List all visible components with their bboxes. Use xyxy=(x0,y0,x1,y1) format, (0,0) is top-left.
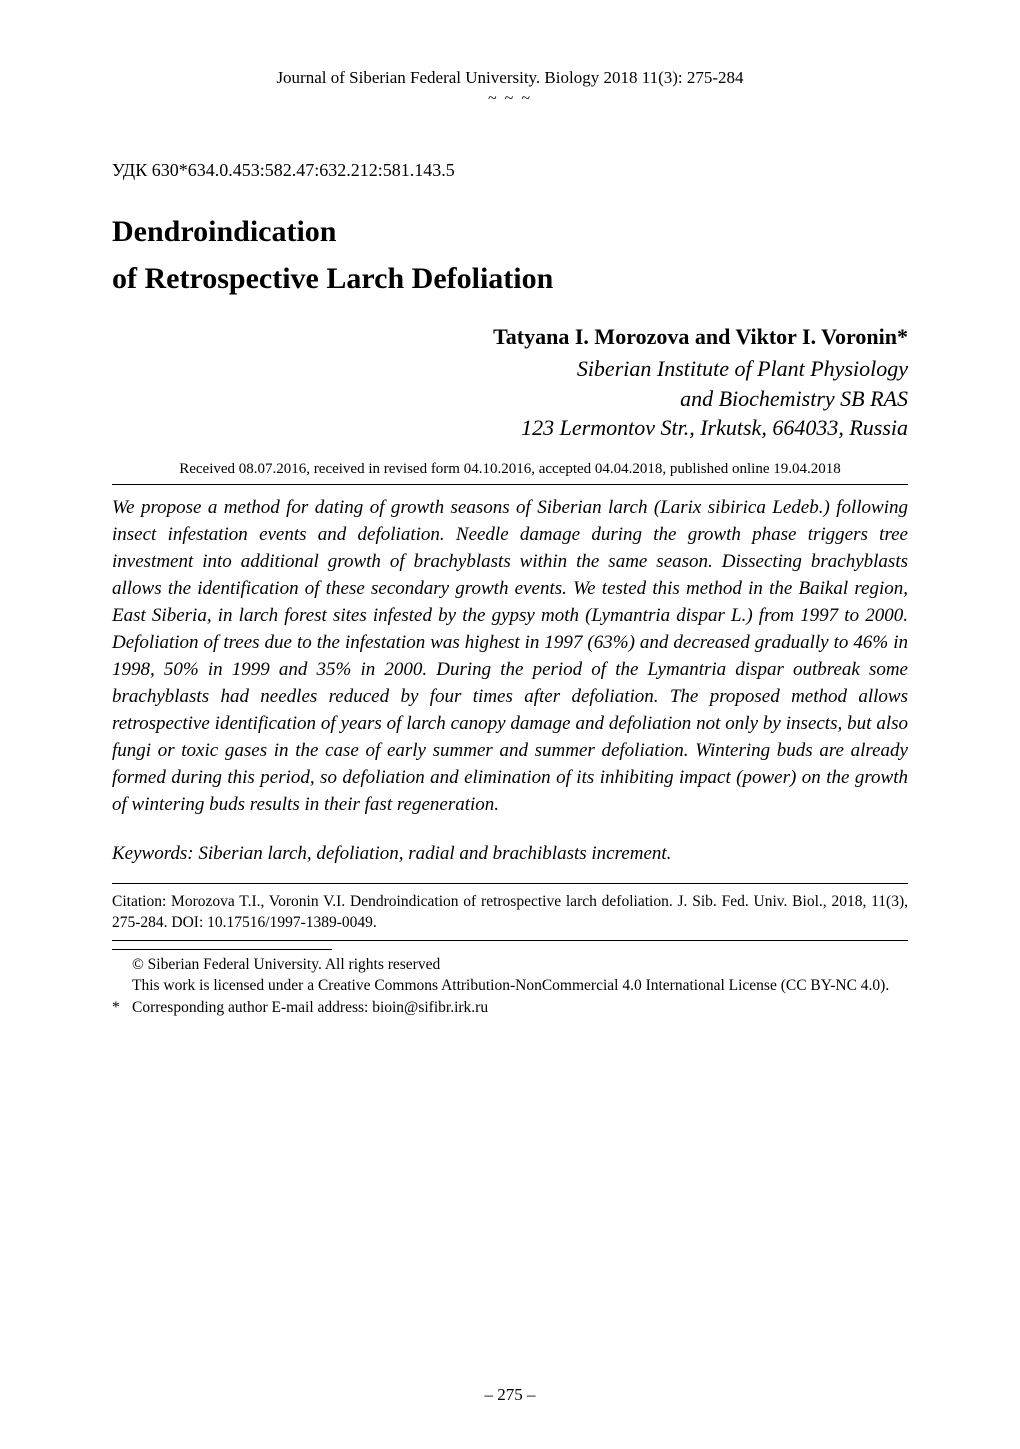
footnote-license-row: This work is licensed under a Creative C… xyxy=(112,975,908,997)
footnote-blank-marker-2 xyxy=(112,975,132,997)
footnote-corresponding: Corresponding author E-mail address: bio… xyxy=(132,997,488,1019)
title-line-1: Dendroindication xyxy=(112,215,337,248)
footnotes: © Siberian Federal University. All right… xyxy=(112,949,908,1019)
rule-top xyxy=(112,484,908,485)
footnote-copyright-row: © Siberian Federal University. All right… xyxy=(112,954,908,976)
footnote-license: This work is licensed under a Creative C… xyxy=(132,975,889,997)
affil-line-2: and Biochemistry SB RAS xyxy=(680,386,908,411)
footnote-asterisk: * xyxy=(112,997,132,1019)
journal-header: Journal of Siberian Federal University. … xyxy=(112,68,908,88)
header-separator: ~ ~ ~ xyxy=(112,90,908,108)
footnote-copyright: © Siberian Federal University. All right… xyxy=(132,954,440,976)
title-line-2: of Retrospective Larch Defoliation xyxy=(112,262,553,295)
footnote-rule xyxy=(112,949,332,950)
article-title: Dendroindication of Retrospective Larch … xyxy=(112,209,908,302)
affil-line-3: 123 Lermontov Str., Irkutsk, 664033, Rus… xyxy=(521,415,908,440)
affiliation: Siberian Institute of Plant Physiology a… xyxy=(112,354,908,443)
footnote-blank-marker xyxy=(112,954,132,976)
citation: Citation: Morozova T.I., Voronin V.I. De… xyxy=(112,892,908,934)
page-number: – 275 – xyxy=(0,1385,1020,1405)
affil-line-1: Siberian Institute of Plant Physiology xyxy=(577,356,908,381)
authors: Tatyana I. Morozova and Viktor I. Voroni… xyxy=(112,324,908,350)
keywords: Keywords: Siberian larch, defoliation, r… xyxy=(112,843,908,865)
footnote-corresponding-row: * Corresponding author E-mail address: b… xyxy=(112,997,908,1019)
rule-above-citation xyxy=(112,883,908,884)
received-dates: Received 08.07.2016, received in revised… xyxy=(112,461,908,478)
page: Journal of Siberian Federal University. … xyxy=(0,0,1020,1449)
udk-code: УДК 630*634.0.453:582.47:632.212:581.143… xyxy=(112,160,908,181)
abstract: We propose a method for dating of growth… xyxy=(112,495,908,819)
rule-below-citation xyxy=(112,940,908,941)
